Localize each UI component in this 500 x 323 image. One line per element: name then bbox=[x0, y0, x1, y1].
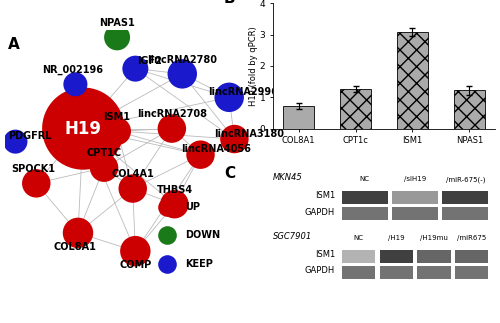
Bar bbox=[454, 90, 485, 129]
Text: UP: UP bbox=[185, 202, 200, 212]
Text: COMP: COMP bbox=[119, 260, 152, 270]
Text: CPT1C: CPT1C bbox=[86, 148, 122, 158]
Text: lincRNA2996: lincRNA2996 bbox=[208, 87, 278, 97]
Bar bbox=[392, 207, 438, 220]
Point bbox=[79, 126, 87, 131]
Point bbox=[128, 186, 136, 191]
Point bbox=[132, 248, 140, 254]
Point bbox=[72, 82, 80, 87]
Bar bbox=[442, 207, 488, 220]
Text: MKN45: MKN45 bbox=[273, 173, 302, 182]
Text: ISM1: ISM1 bbox=[104, 112, 130, 122]
Bar bbox=[283, 106, 314, 129]
Point bbox=[12, 139, 20, 144]
Bar bbox=[455, 266, 488, 279]
Bar bbox=[397, 32, 428, 129]
Bar bbox=[418, 250, 450, 263]
Text: lincRNA4056: lincRNA4056 bbox=[181, 144, 251, 154]
Bar bbox=[340, 89, 371, 129]
Point bbox=[170, 202, 178, 207]
Text: COL8A1: COL8A1 bbox=[54, 242, 97, 252]
Bar bbox=[380, 266, 413, 279]
Y-axis label: H19 (fold by qPCR): H19 (fold by qPCR) bbox=[249, 26, 258, 106]
Text: IGF2: IGF2 bbox=[137, 56, 162, 66]
Point bbox=[178, 71, 186, 77]
Bar bbox=[455, 250, 488, 263]
Bar bbox=[342, 207, 388, 220]
Text: /miR675: /miR675 bbox=[457, 235, 486, 241]
Text: NR_002196: NR_002196 bbox=[42, 65, 104, 75]
Text: NC: NC bbox=[360, 176, 370, 182]
Text: GAPDH: GAPDH bbox=[305, 266, 335, 276]
Text: lincRNA2708: lincRNA2708 bbox=[137, 109, 207, 119]
Text: A: A bbox=[8, 37, 20, 52]
Bar bbox=[380, 250, 413, 263]
Point bbox=[230, 136, 238, 141]
Text: GAPDH: GAPDH bbox=[305, 208, 335, 217]
Text: C: C bbox=[224, 166, 235, 182]
Bar bbox=[392, 191, 438, 204]
Text: PDGFRL: PDGFRL bbox=[8, 131, 52, 141]
Point bbox=[32, 181, 40, 186]
Text: NC: NC bbox=[354, 235, 364, 241]
Text: ISM1: ISM1 bbox=[315, 250, 335, 259]
Text: lincRNA2780: lincRNA2780 bbox=[148, 55, 218, 65]
Point bbox=[162, 262, 170, 267]
Point bbox=[196, 152, 204, 157]
Text: H19: H19 bbox=[64, 120, 102, 138]
Point bbox=[162, 233, 170, 238]
Point bbox=[100, 165, 108, 170]
Text: /miR-675(-): /miR-675(-) bbox=[446, 176, 485, 182]
Text: SPOCK1: SPOCK1 bbox=[12, 164, 56, 174]
Bar bbox=[342, 266, 375, 279]
Text: SGC7901: SGC7901 bbox=[273, 232, 312, 241]
Point bbox=[162, 204, 170, 209]
Point bbox=[113, 129, 121, 134]
Bar bbox=[442, 191, 488, 204]
Point bbox=[132, 66, 140, 71]
Point bbox=[225, 95, 233, 100]
Text: KEEP: KEEP bbox=[185, 259, 213, 269]
Bar bbox=[342, 191, 388, 204]
Point bbox=[168, 126, 176, 131]
Bar bbox=[342, 250, 375, 263]
Text: NPAS1: NPAS1 bbox=[99, 18, 135, 28]
Point bbox=[113, 35, 121, 40]
Point bbox=[74, 230, 82, 235]
Text: /H19: /H19 bbox=[388, 235, 404, 241]
Text: ISM1: ISM1 bbox=[315, 192, 335, 200]
Text: DOWN: DOWN bbox=[185, 231, 220, 241]
Text: COL4A1: COL4A1 bbox=[112, 169, 154, 179]
Text: /siH19: /siH19 bbox=[404, 176, 426, 182]
Bar bbox=[418, 266, 450, 279]
Text: B: B bbox=[224, 0, 235, 6]
Text: /H19mu: /H19mu bbox=[420, 235, 448, 241]
Text: THBS4: THBS4 bbox=[156, 185, 192, 195]
Text: lincRNA3180: lincRNA3180 bbox=[214, 129, 284, 139]
